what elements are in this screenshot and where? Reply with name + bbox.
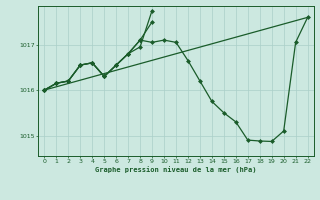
X-axis label: Graphe pression niveau de la mer (hPa): Graphe pression niveau de la mer (hPa) [95,167,257,173]
